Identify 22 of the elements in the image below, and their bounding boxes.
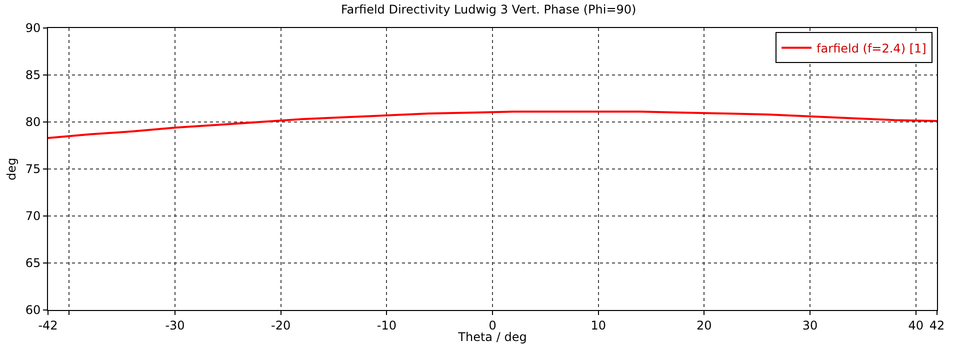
- y-tick-label: 85: [25, 68, 41, 82]
- x-tick-label: 0: [488, 318, 496, 332]
- y-tick-label: 70: [25, 209, 41, 224]
- y-tick-label: 65: [25, 256, 41, 270]
- x-tick-label: 20: [696, 318, 712, 332]
- y-tick-label: 80: [25, 115, 41, 130]
- x-tick-label: 10: [590, 318, 606, 332]
- x-tick-label: -20: [271, 318, 291, 332]
- x-axis-title: Theta / deg: [457, 330, 527, 344]
- y-axis-title: deg: [4, 158, 19, 180]
- x-tick-label: -42: [38, 318, 58, 332]
- x-tick-label: 40: [908, 318, 924, 332]
- x-tick-label: 30: [802, 318, 818, 332]
- legend-label: farfield (f=2.4) [1]: [816, 41, 926, 56]
- line-series: [48, 110, 937, 139]
- x-tick-label: 42: [929, 318, 945, 332]
- x-tick-label: -30: [165, 318, 185, 332]
- y-tick-label: 75: [25, 162, 41, 176]
- chart-title: Farfield Directivity Ludwig 3 Vert. Phase (Phi=90): [340, 2, 636, 17]
- x-tick-label: -10: [376, 318, 396, 332]
- y-tick-label: 90: [25, 21, 41, 36]
- y-tick-label: 60: [25, 303, 41, 318]
